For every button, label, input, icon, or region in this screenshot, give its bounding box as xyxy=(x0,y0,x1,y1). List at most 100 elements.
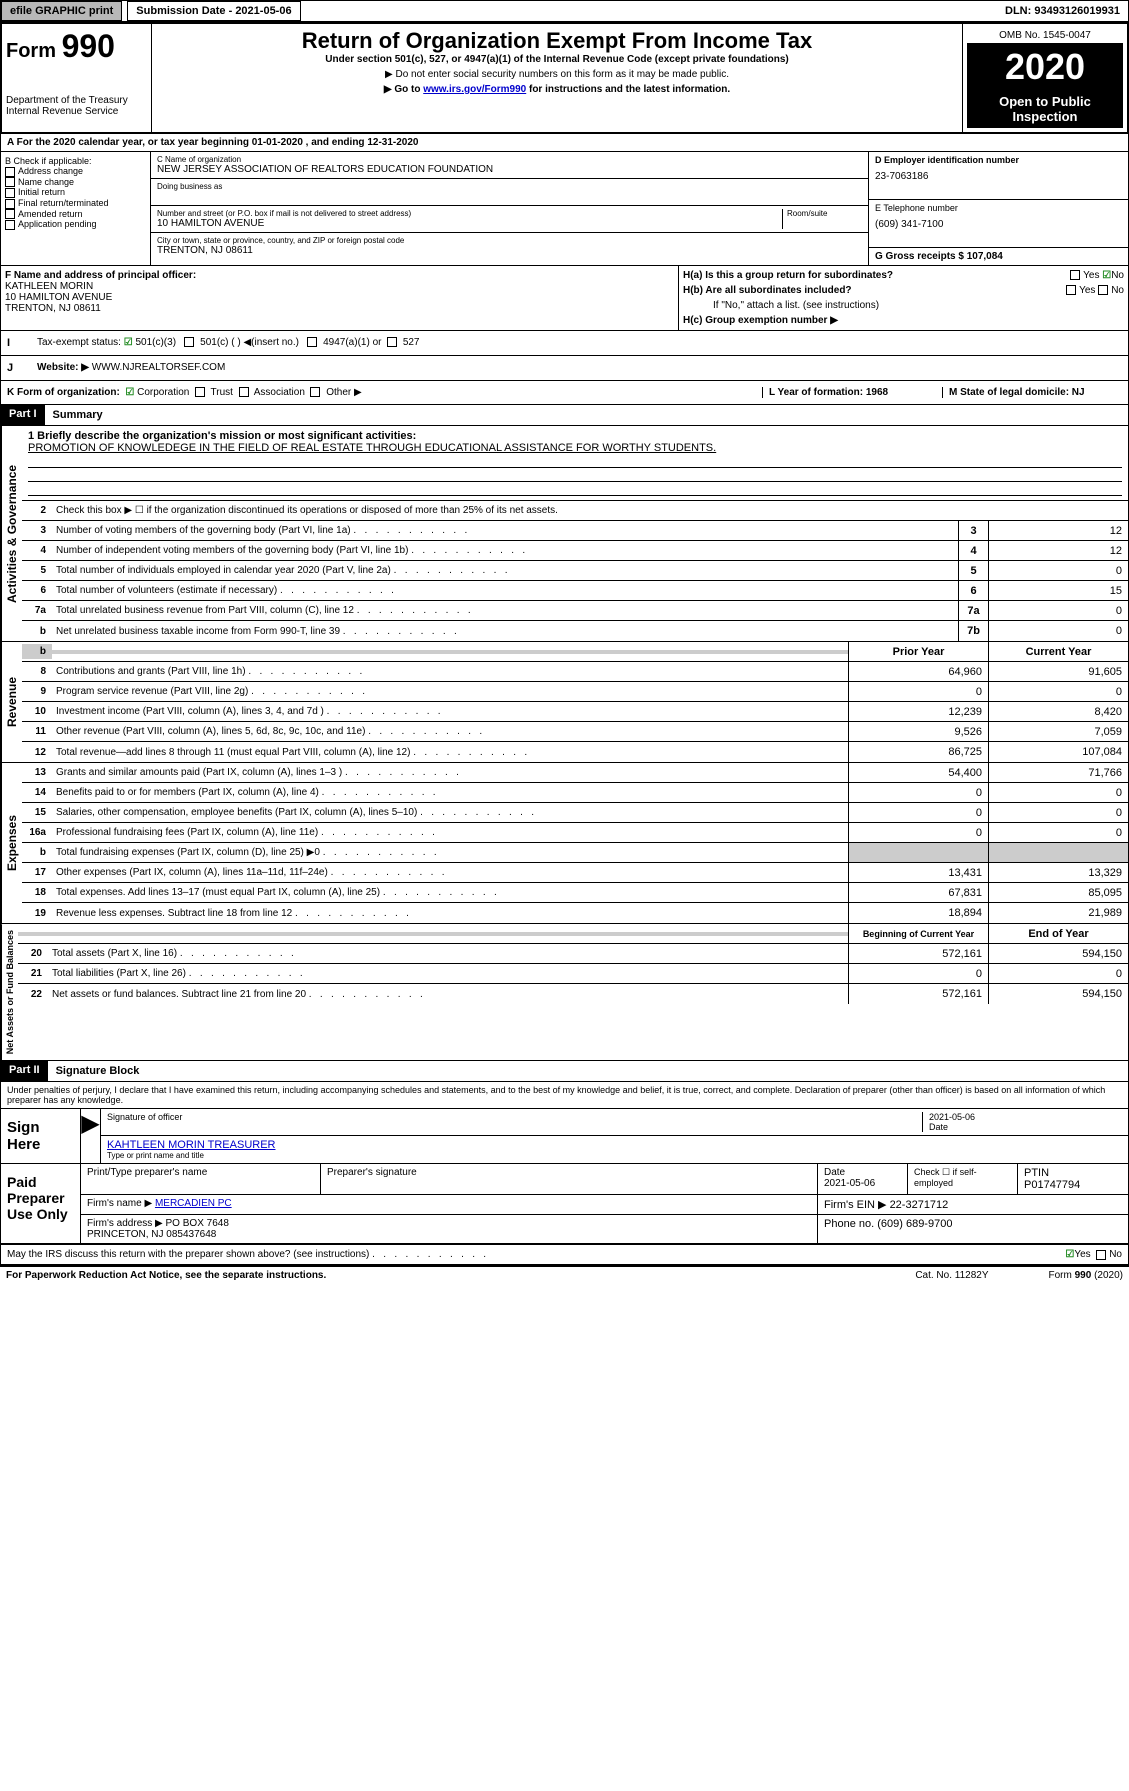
discuss-no-cb[interactable] xyxy=(1096,1250,1106,1260)
omb-number: OMB No. 1545-0047 xyxy=(967,28,1123,44)
hb-note: If "No," attach a list. (see instruction… xyxy=(683,300,1124,311)
colb-item[interactable]: Initial return xyxy=(5,187,146,198)
table-row: 15Salaries, other compensation, employee… xyxy=(22,803,1128,823)
discuss-row: May the IRS discuss this return with the… xyxy=(0,1245,1129,1265)
prep-sig-hdr: Preparer's signature xyxy=(321,1164,818,1194)
org-name: NEW JERSEY ASSOCIATION OF REALTORS EDUCA… xyxy=(157,164,862,175)
table-row: 5Total number of individuals employed in… xyxy=(22,561,1128,581)
table-row: 17Other expenses (Part IX, column (A), l… xyxy=(22,863,1128,883)
sig-date-label: Date xyxy=(929,1122,1122,1132)
footer-left: For Paperwork Reduction Act Notice, see … xyxy=(6,1270,326,1281)
section-revenue: Revenue b Prior YearCurrent Year 8Contrib… xyxy=(0,642,1129,763)
form-org-label: K Form of organization: xyxy=(7,387,120,398)
501c-cb[interactable] xyxy=(184,337,194,347)
website-value: WWW.NJREALTORSEF.COM xyxy=(92,362,226,373)
irs-link[interactable]: www.irs.gov/Form990 xyxy=(423,84,526,95)
ptin-label: PTIN xyxy=(1024,1167,1122,1179)
col-b-checkboxes: B Check if applicable: Address changeNam… xyxy=(1,152,151,265)
table-row: 13Grants and similar amounts paid (Part … xyxy=(22,763,1128,783)
ha-yes-cb[interactable] xyxy=(1070,270,1080,280)
subtitle-1: Under section 501(c), 527, or 4947(a)(1)… xyxy=(156,54,958,65)
501c3: 501(c)(3) xyxy=(135,337,176,348)
table-row: 19Revenue less expenses. Subtract line 1… xyxy=(22,903,1128,923)
section-governance: Activities & Governance 1 Briefly descri… xyxy=(0,426,1129,642)
other-cb[interactable] xyxy=(310,387,320,397)
footer-right: Form 990 (2020) xyxy=(1049,1270,1123,1281)
sig-officer-label: Signature of officer xyxy=(107,1112,922,1132)
table-row: 22Net assets or fund balances. Subtract … xyxy=(18,984,1128,1004)
officer-name-label: Type or print name and title xyxy=(107,1151,1122,1160)
prep-date: 2021-05-06 xyxy=(824,1178,901,1189)
phone-value: (609) 341-7100 xyxy=(875,219,1122,230)
section-expenses: Expenses 13Grants and similar amounts pa… xyxy=(0,763,1129,924)
row-a-tax-year: A For the 2020 calendar year, or tax yea… xyxy=(0,134,1129,152)
colb-item[interactable]: Address change xyxy=(5,166,146,177)
vert-governance: Activities & Governance xyxy=(1,426,22,641)
self-emp-check: Check ☐ if self-employed xyxy=(908,1164,1018,1194)
curr-year-hdr: Current Year xyxy=(988,642,1128,661)
table-row: bNet unrelated business taxable income f… xyxy=(22,621,1128,641)
hb-yes-cb[interactable] xyxy=(1066,285,1076,295)
colb-item[interactable]: Application pending xyxy=(5,219,146,230)
subtitle-2: ▶ Do not enter social security numbers o… xyxy=(156,69,958,80)
tax-year: 2020 xyxy=(967,44,1123,90)
firm-name-link[interactable]: MERCADIEN PC xyxy=(155,1198,232,1209)
hb-no-cb[interactable] xyxy=(1098,285,1108,295)
table-row: 21Total liabilities (Part X, line 26)00 xyxy=(18,964,1128,984)
527-cb[interactable] xyxy=(387,337,397,347)
colb-item[interactable]: Name change xyxy=(5,177,146,188)
ha-label: H(a) Is this a group return for subordin… xyxy=(683,270,893,281)
part2-header: Part II Signature Block xyxy=(0,1061,1129,1082)
501c: 501(c) ( ) ◀(insert no.) xyxy=(200,337,299,348)
firm-addr-label: Firm's address ▶ xyxy=(87,1218,163,1229)
4947-cb[interactable] xyxy=(307,337,317,347)
table-row: 8Contributions and grants (Part VIII, li… xyxy=(22,662,1128,682)
phone-label: E Telephone number xyxy=(875,203,1122,213)
hb-yes: Yes xyxy=(1079,285,1095,296)
officer-value: KATHLEEN MORIN 10 HAMILTON AVENUE TRENTO… xyxy=(5,281,674,314)
efile-print-btn[interactable]: efile GRAPHIC print xyxy=(1,1,122,21)
prep-name-hdr: Print/Type preparer's name xyxy=(81,1164,321,1194)
addr-label: Number and street (or P.O. box if mail i… xyxy=(157,209,782,218)
colb-item[interactable]: Amended return xyxy=(5,209,146,220)
city-value: TRENTON, NJ 08611 xyxy=(157,245,862,256)
ptin-value: P01747794 xyxy=(1024,1179,1122,1191)
sig-date: 2021-05-06 xyxy=(929,1112,1122,1122)
tax-status-label: Tax-exempt status: xyxy=(37,337,121,348)
prior-year-hdr: Prior Year xyxy=(848,642,988,661)
discuss-yes: Yes xyxy=(1074,1249,1090,1260)
assoc-cb[interactable] xyxy=(239,387,249,397)
submission-date: Submission Date - 2021-05-06 xyxy=(127,1,300,21)
col-hdr-n: b xyxy=(22,644,52,659)
gross-receipts: G Gross receipts $ 107,084 xyxy=(875,251,1003,262)
perjury-declaration: Under penalties of perjury, I declare th… xyxy=(0,1082,1129,1109)
ein-value: 23-7063186 xyxy=(875,171,1122,182)
table-row: 11Other revenue (Part VIII, column (A), … xyxy=(22,722,1128,742)
sign-here-label: Sign Here xyxy=(1,1109,81,1163)
firm-name-label: Firm's name ▶ xyxy=(87,1198,152,1209)
vert-expenses: Expenses xyxy=(1,763,22,923)
year-formation: L Year of formation: 1968 xyxy=(769,387,888,398)
form-label: Form xyxy=(6,40,56,62)
trust-cb[interactable] xyxy=(195,387,205,397)
block-f-h: F Name and address of principal officer:… xyxy=(0,266,1129,331)
ha-yes: Yes xyxy=(1083,270,1099,281)
section-net-assets: Net Assets or Fund Balances Beginning of… xyxy=(0,924,1129,1061)
sign-here-block: Sign Here ▶ Signature of officer2021-05-… xyxy=(0,1109,1129,1245)
firm-phone-label: Phone no. xyxy=(824,1218,874,1230)
firm-ein: 22-3271712 xyxy=(890,1199,949,1211)
part1-label: Part I xyxy=(1,405,45,425)
state-domicile: M State of legal domicile: NJ xyxy=(949,387,1085,398)
officer-name-link[interactable]: KAHTLEEN MORIN TREASURER xyxy=(107,1139,276,1151)
paid-preparer-label: Paid Preparer Use Only xyxy=(1,1164,81,1243)
prep-date-hdr: Date xyxy=(824,1167,901,1178)
table-row: 14Benefits paid to or for members (Part … xyxy=(22,783,1128,803)
other: Other ▶ xyxy=(326,387,361,398)
end-year-hdr: End of Year xyxy=(988,924,1128,943)
begin-year-hdr: Beginning of Current Year xyxy=(848,924,988,943)
table-row: 7aTotal unrelated business revenue from … xyxy=(22,601,1128,621)
vert-revenue: Revenue xyxy=(1,642,22,762)
colb-item[interactable]: Final return/terminated xyxy=(5,198,146,209)
table-row: 18Total expenses. Add lines 13–17 (must … xyxy=(22,883,1128,903)
assoc: Association xyxy=(254,387,305,398)
